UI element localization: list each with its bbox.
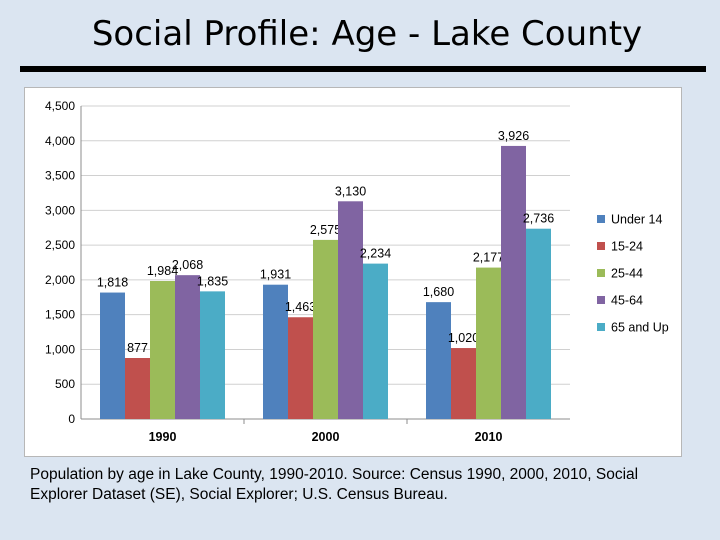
legend-swatch [597,215,605,223]
data-label: 1,680 [423,285,454,299]
bar [200,291,225,419]
bar [501,145,526,419]
data-label: 2,575 [310,223,341,237]
bar [150,281,175,419]
bar [426,302,451,419]
bar [175,275,200,419]
data-label: 3,926 [498,129,529,143]
y-tick-label: 3,500 [45,169,75,183]
data-label: 2,177 [473,251,504,265]
bar [526,228,551,419]
bar-chart: 0 500 1,000 1,500 2,000 2,500 3,000 3,500 4,000 4… [45,99,669,444]
chart-caption: Population by age in Lake County, 1990-2… [30,466,639,503]
bar [125,357,150,419]
y-tick-label: 4,500 [45,99,75,113]
bar [338,201,363,419]
data-label: 2,736 [523,212,554,226]
legend-label: Under 14 [611,213,662,227]
data-label: 1,984 [147,264,178,278]
y-tick-label: 1,500 [45,308,75,322]
y-tick-label: 3,000 [45,203,75,217]
data-label: 1,835 [197,274,228,288]
bar [263,284,288,419]
y-tick-label: 1,000 [45,342,75,356]
y-tick-label: 2,000 [45,273,75,287]
bar [476,267,501,419]
legend-label: 15-24 [611,240,643,254]
legend-label: 45-64 [611,294,643,308]
x-tick-label: 1990 [149,430,177,444]
data-label: 2,068 [172,258,203,272]
title-divider [20,66,706,72]
legend-swatch [597,296,605,304]
bar [313,239,338,419]
data-label: 1,020 [448,331,479,345]
y-tick-label: 4,000 [45,134,75,148]
bar [288,317,313,419]
x-tick-label: 2000 [312,430,340,444]
slide-title: Social Profile: Age - Lake County [91,14,643,54]
y-tick-label: 500 [55,377,75,391]
legend-label: 65 and Up [611,321,669,335]
x-tick-label: 2010 [475,430,503,444]
bar [363,263,388,419]
legend-swatch [597,269,605,277]
data-label: 1,931 [260,268,291,282]
y-tick-label: 2,500 [45,238,75,252]
legend-label: 25-44 [611,267,643,281]
bar [451,348,476,419]
bar [100,292,125,419]
data-label: 1,818 [97,276,128,290]
y-tick-label: 0 [68,412,75,426]
legend-swatch [597,323,605,331]
data-label: 1,463 [285,300,316,314]
chart-frame: 0 500 1,000 1,500 2,000 2,500 3,000 3,500 4,000 4… [24,87,682,457]
legend-swatch [597,242,605,250]
data-label: 2,234 [360,247,391,261]
data-label: 3,130 [335,184,366,198]
data-label: 877 [127,341,148,355]
